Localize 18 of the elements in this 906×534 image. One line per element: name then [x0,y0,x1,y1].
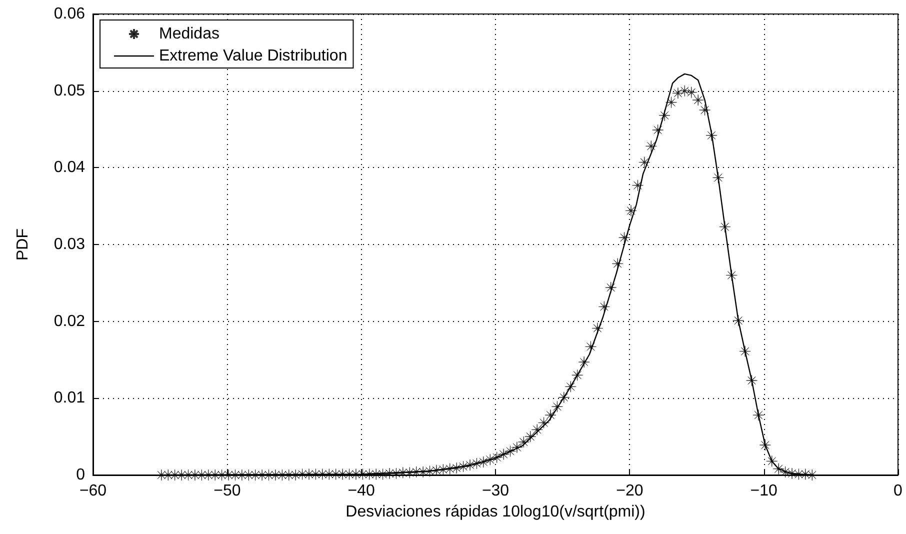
y-tick-label: 0.04 [54,159,86,176]
legend-label: Extreme Value Distribution [159,48,348,64]
x-tick-label: −60 [79,482,107,500]
x-tick-label: 0 [894,482,903,500]
x-tick-label: −50 [214,482,241,500]
y-axis-title: PDF [14,228,32,260]
legend-label: Medidas [159,26,220,42]
x-tick-label: −40 [348,482,376,500]
y-tick-label: 0.01 [54,390,86,407]
x-axis-title: Desviaciones rápidas 10log10(v/sqrt(pmi)) [346,503,646,520]
y-tick-label: 0 [76,466,86,484]
y-tick-label: 0.06 [54,6,86,22]
y-tick-label: 0.03 [54,236,86,253]
x-tick-label: −30 [482,482,510,500]
y-tick-label: 0.02 [54,312,86,330]
x-tick-label: −10 [750,482,778,500]
x-tick-label: −20 [616,482,644,500]
y-tick-label: 0.05 [54,82,86,100]
